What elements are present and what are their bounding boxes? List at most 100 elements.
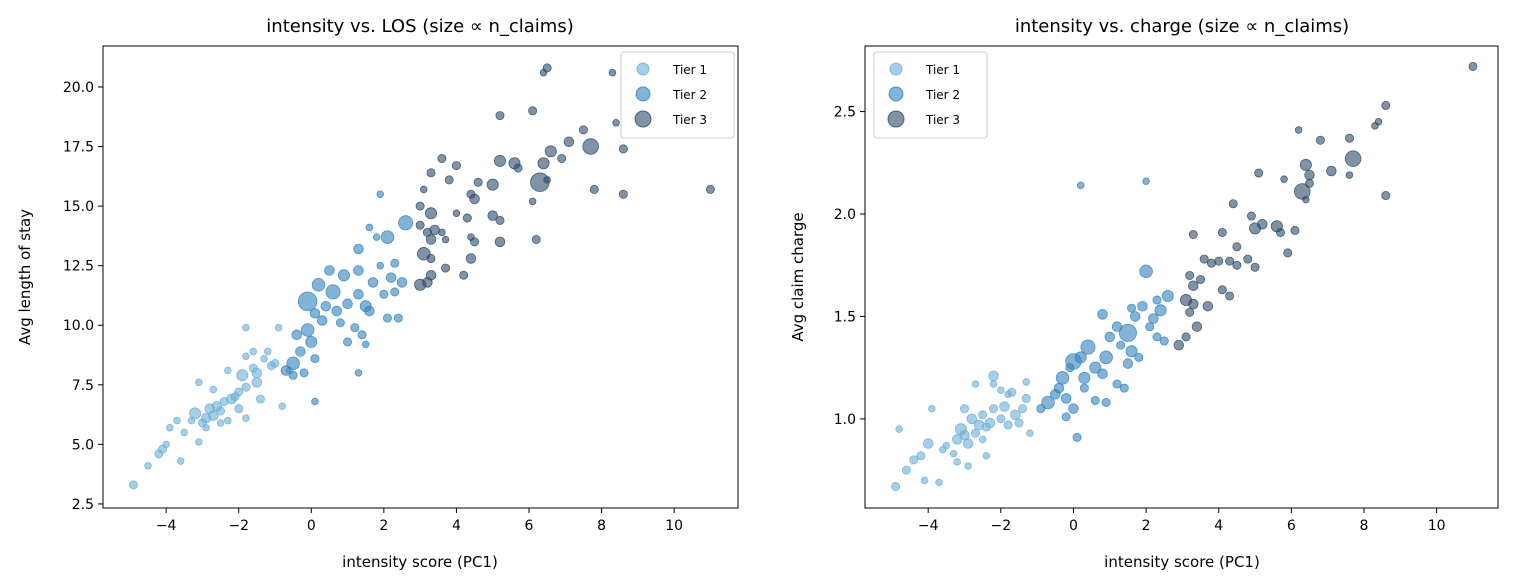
data-point-tier-1 (988, 370, 999, 382)
data-point-tier-3 (1202, 300, 1214, 312)
data-point-tier-3 (528, 197, 537, 206)
data-point-tier-3 (1371, 122, 1379, 130)
data-point-tier-2 (1074, 351, 1087, 364)
data-point-tier-2 (372, 233, 381, 241)
data-point-tier-2 (297, 291, 318, 312)
data-point-tier-2 (1129, 311, 1141, 322)
y-tick-label: 20.0 (63, 80, 94, 96)
data-point-tier-1 (278, 402, 287, 411)
data-point-tier-3 (469, 193, 480, 205)
data-point-tier-1 (999, 401, 1010, 412)
data-point-tier-3 (1232, 260, 1242, 270)
data-point-tier-3 (444, 175, 454, 185)
data-point-tier-2 (1145, 322, 1155, 332)
data-point-tier-2 (1154, 304, 1167, 317)
data-point-tier-1 (1021, 393, 1031, 403)
data-point-tier-1 (173, 416, 181, 425)
legend-label: Tier 3 (672, 113, 707, 127)
y-tick-label: 5.0 (72, 437, 94, 453)
data-point-tier-3 (425, 234, 437, 245)
data-point-tier-3 (1225, 256, 1235, 266)
legend-label: Tier 1 (925, 63, 960, 77)
data-point-tier-1 (236, 369, 249, 382)
data-point-tier-2 (354, 369, 363, 377)
data-point-tier-1 (891, 481, 901, 491)
data-point-tier-3 (1243, 254, 1253, 264)
data-point-tier-2 (300, 323, 315, 337)
data-point-tier-3 (1344, 133, 1354, 143)
data-point-tier-1 (187, 416, 196, 425)
data-point-tier-3 (1185, 307, 1195, 317)
data-point-tier-2 (396, 277, 408, 288)
y-tick-label: 2.0 (834, 207, 856, 223)
data-point-tier-3 (513, 163, 523, 173)
data-point-tier-3 (1299, 158, 1312, 171)
data-point-tier-2 (335, 318, 345, 328)
data-point-tier-1 (166, 423, 174, 432)
data-point-tier-1 (996, 414, 1006, 424)
data-point-tier-3 (1283, 248, 1293, 258)
legend-label: Tier 1 (672, 63, 707, 77)
data-point-tier-2 (350, 323, 360, 333)
data-point-tier-2 (385, 272, 397, 283)
legend-marker (635, 86, 651, 102)
data-point-tier-1 (962, 438, 974, 449)
chart-title: intensity vs. LOS (size ∝ n_claims) (266, 16, 573, 37)
data-point-tier-3 (618, 189, 628, 199)
data-point-tier-1 (234, 387, 244, 397)
data-point-tier-1 (960, 404, 970, 414)
legend-marker (889, 62, 903, 76)
data-point-tier-3 (1304, 169, 1315, 181)
data-point-tier-2 (353, 243, 364, 255)
data-point-tier-3 (1214, 256, 1224, 266)
data-point-tier-3 (495, 215, 505, 225)
data-point-tier-3 (618, 144, 628, 154)
data-point-tier-1 (195, 438, 203, 446)
data-point-tier-1 (208, 410, 219, 422)
data-point-tier-1 (249, 347, 257, 356)
data-point-tier-2 (364, 305, 375, 317)
data-point-tier-3 (537, 157, 550, 170)
x-tick-label: −2 (228, 518, 249, 534)
data-point-tier-1 (1022, 378, 1030, 386)
data-point-tier-3 (1225, 291, 1235, 301)
chart-title: intensity vs. charge (size ∝ n_claims) (1015, 16, 1349, 37)
data-point-tier-3 (528, 106, 538, 116)
data-point-tier-1 (909, 455, 919, 465)
data-point-tier-1 (234, 404, 244, 414)
data-point-tier-3 (1191, 321, 1203, 332)
data-point-tier-2 (1080, 339, 1096, 355)
data-point-tier-2 (353, 289, 364, 300)
data-point-tier-3 (539, 68, 548, 77)
x-tick-label: 0 (307, 518, 316, 534)
data-point-tier-3 (589, 184, 599, 194)
legend-marker (634, 110, 652, 128)
data-point-tier-2 (1068, 403, 1079, 414)
data-point-tier-3 (1232, 242, 1242, 252)
data-point-tier-1 (984, 417, 996, 429)
data-point-tier-2 (382, 313, 392, 323)
data-point-tier-2 (337, 269, 350, 282)
data-point-tier-2 (288, 370, 298, 380)
data-point-tier-3 (1381, 191, 1391, 201)
data-point-tier-3 (1280, 175, 1288, 183)
data-point-tier-2 (1076, 181, 1085, 190)
data-point-tier-1 (1026, 429, 1034, 437)
data-point-tier-3 (1199, 254, 1209, 264)
data-point-tier-2 (365, 223, 374, 232)
data-point-tier-1 (922, 438, 934, 449)
data-point-tier-1 (270, 358, 280, 368)
data-point-tier-2 (1079, 383, 1089, 393)
data-point-tier-3 (465, 253, 477, 264)
data-point-tier-2 (1104, 331, 1116, 343)
data-point-tier-2 (1097, 309, 1108, 320)
axes-frame (864, 45, 1499, 509)
data-point-tier-3 (1188, 229, 1198, 239)
x-tick-label: 2 (1142, 518, 1151, 534)
data-point-tier-3 (582, 138, 599, 155)
data-point-tier-1 (128, 480, 138, 490)
data-point-tier-2 (309, 308, 321, 319)
data-point-tier-2 (1097, 368, 1108, 380)
data-point-tier-1 (242, 414, 250, 422)
